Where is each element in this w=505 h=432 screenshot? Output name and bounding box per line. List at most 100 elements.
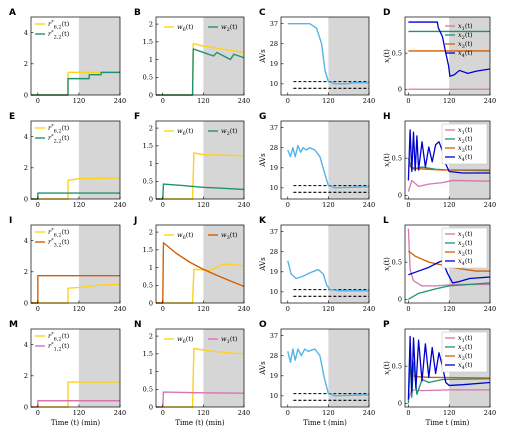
plot-frame [404,328,491,408]
panel-letter: L [383,216,389,226]
legend-label: x2(t) [458,239,473,249]
x-tick-label: 240 [484,201,496,209]
legend-label: x2(t) [458,343,473,353]
y-tick-label: 4 [24,29,28,37]
series-line-w3(t) [156,242,245,304]
y-tick-label: 19 [270,268,278,276]
plot-frame [280,120,370,200]
panel-letter: G [259,112,266,122]
y-tick-label: 10 [270,392,278,400]
legend-label: x1(t) [458,230,473,240]
x-tick-label: 240 [114,97,126,105]
x-tick-label: 240 [484,97,496,105]
x-tick-label: 120 [197,409,209,417]
shaded-region [78,17,120,95]
series-line-r*_{2,2}(t) [31,71,120,96]
y-tick-label: 2 [149,124,153,132]
y-tick-label: 2 [24,268,28,276]
x-tick-label: 0 [36,201,40,209]
series-line-x1(t) [407,389,490,400]
x-tick-label: 240 [238,201,250,209]
panel-I: I 0 120 240 0 2 4 r*6,2(t)r*3,2(t) [9,216,126,313]
y-tick-label: 10 [270,288,278,296]
x-tick-label: 0 [161,201,165,209]
y-tick-label: 28 [270,248,278,256]
x-tick-label: 0 [406,97,410,105]
panel-A: A 0 120 240 0 2 4 r*6,2(t)r*2,2(t) [9,8,126,105]
plot-frame [30,224,121,304]
x-tick-label: 240 [114,201,126,209]
panel-F: F 0 120 240 0 0.5 1 1.5 2 w6(t) w2(t) [134,112,250,209]
panel-letter: P [383,320,390,330]
shaded-region [203,329,244,407]
y-tick-label: 19 [270,60,278,68]
series-line-x4(t) [408,21,491,77]
plot-frame [404,120,491,200]
legend-label: r*6,2(t) [48,20,70,31]
panel-letter: K [259,216,267,226]
x-tick-label: 120 [443,97,455,105]
x-tick-label: 120 [322,409,334,417]
y-tick-label: 1.5 [143,350,153,358]
y-tick-label: 2 [149,228,153,236]
plot-frame [155,16,245,96]
series-line-x4(t) [407,335,491,400]
series-line-x1(t) [407,228,490,287]
y-tick-label: 0 [398,296,402,304]
y-tick-label: 10 [270,184,278,192]
series-line-x1(t) [407,179,491,192]
y-tick-label: 0 [24,299,28,307]
y-tick-label: 28 [270,40,278,48]
x-tick-label: 240 [238,409,250,417]
legend-label: x3(t) [458,40,473,50]
x-tick-label: 120 [197,305,209,313]
y-tick-label: 37 [270,124,278,132]
panel-letter: J [133,216,137,226]
x-tick-label: 0 [36,97,40,105]
y-tick-label: 28 [270,144,278,152]
legend-label: w6(t) [177,127,194,137]
x-tick-label: 0 [36,305,40,313]
x-tick-label: 120 [73,305,85,313]
legend-label: x1(t) [458,22,473,32]
legend-label: r*6,2(t) [48,124,70,135]
y-tick-label: 0 [24,91,28,99]
x-tick-label: 120 [443,201,455,209]
legend-label: x3(t) [458,144,473,154]
panel-letter: I [9,216,12,226]
x-tick-label: 120 [73,97,85,105]
y-tick-label: 0.5 [392,362,402,370]
series-line-x3(t) [408,164,490,171]
y-tick-label: 4 [24,237,28,245]
y-tick-label: 0.5 [392,258,402,266]
y-tick-label: 0.5 [143,386,153,394]
plot-frame [155,224,245,304]
x-tick-label: 120 [73,201,85,209]
y-tick-label: 1 [149,264,153,272]
plot-frame [280,224,370,304]
panel-O: O 0 120 240 10 19 28 37 AVs Time t (min) [259,320,375,427]
panel-E: E 0 120 240 0 2 4 r*6,2(t)r*2,2(t) [9,112,126,209]
legend-label: r*2,2(t) [48,134,70,145]
y-axis-label: xi(t) [383,257,393,271]
y-tick-label: 28 [270,352,278,360]
y-tick-label: 0.5 [143,74,153,82]
y-tick-label: 1 [149,368,153,376]
y-tick-label: 4 [24,341,28,349]
plot-frame [404,16,491,96]
x-tick-label: 240 [484,409,496,417]
y-tick-label: 0.5 [143,178,153,186]
panel-H: H 0 120 240 0 0.5xi(t) x1(t)x2(t)x3(t)x4(t) [383,112,496,209]
panel-letter: N [134,320,142,330]
panel-C: C 0 120 240 10 19 28 37 AVs [259,8,375,105]
panel-letter: B [134,8,141,18]
x-tick-label: 240 [363,201,375,209]
y-tick-label: 19 [270,164,278,172]
legend-label: x3(t) [458,248,473,258]
plot-frame [30,328,121,408]
panel-L: L 0 120 240 0 0.5xi(t) x1(t)x2(t)x3(t)x4(t) [383,216,496,313]
x-tick-label: 120 [322,201,334,209]
shaded-region [203,121,244,199]
y-tick-label: 0 [398,86,402,94]
panel-letter: A [9,8,16,18]
